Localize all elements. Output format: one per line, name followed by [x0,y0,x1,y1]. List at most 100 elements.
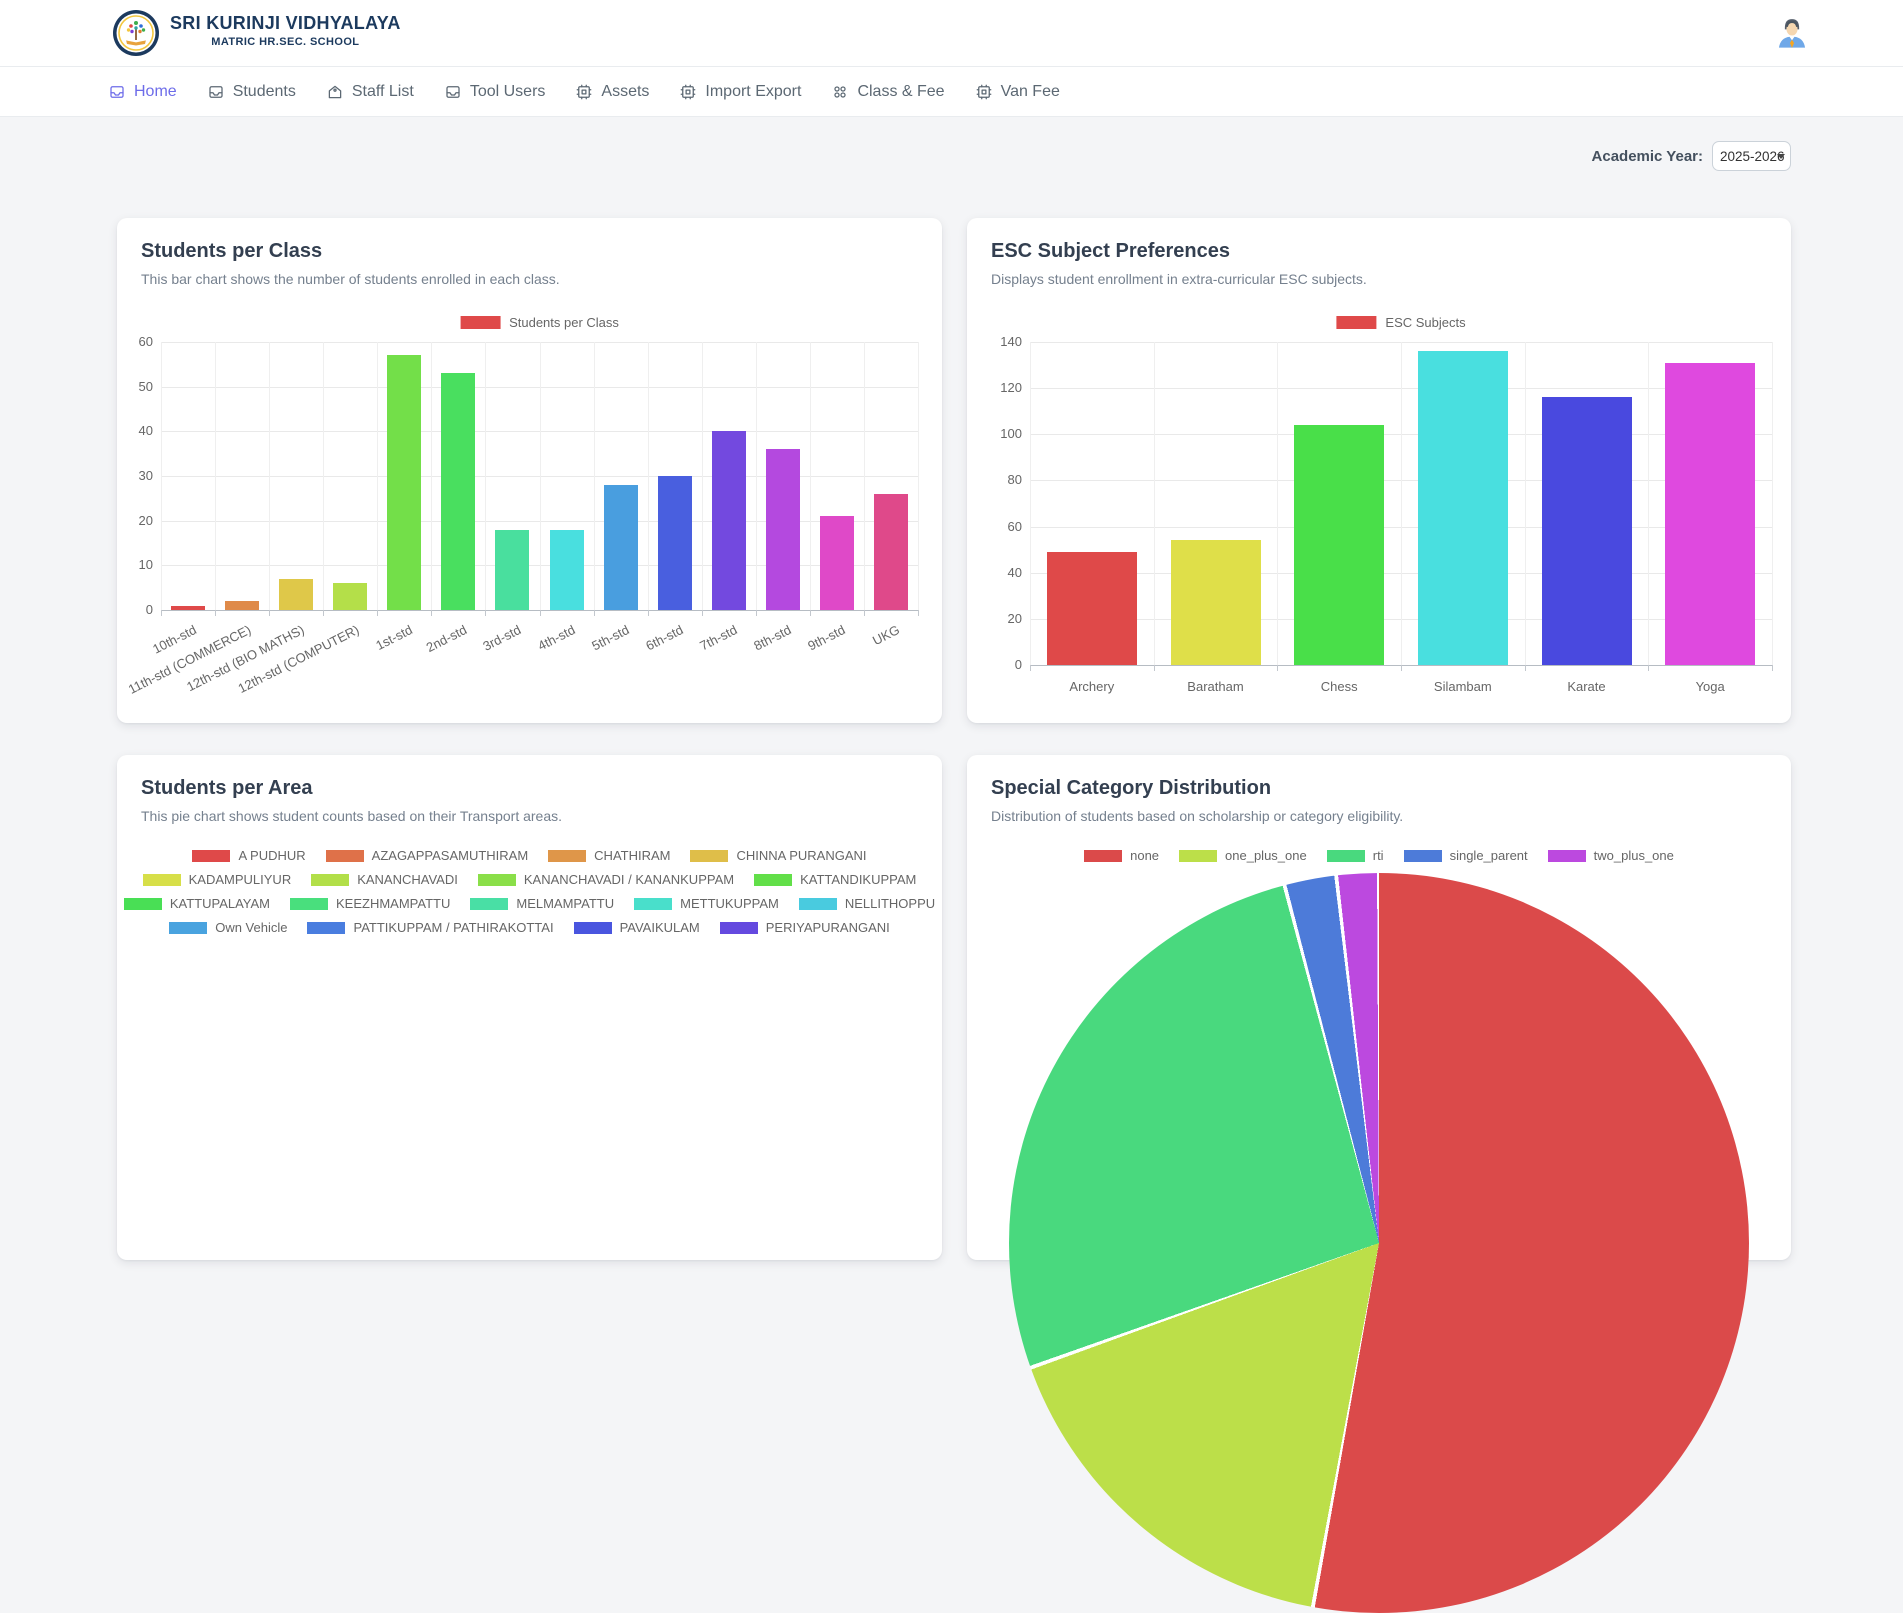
special-category-card: Special Category Distribution Distributi… [967,755,1791,1613]
special-category-pie [1009,873,1749,1613]
legend-swatch [1326,849,1365,862]
bar-12th-std (COMPUTER) [333,583,368,610]
legend-label: Students per Class [509,315,619,330]
x-tick-label-text: 7th-std [697,622,740,654]
nav-item-assets[interactable]: Assets [575,83,649,101]
academic-year-select[interactable]: 2025-2026 [1712,141,1791,171]
y-tick-label: 80 [1007,472,1022,488]
bar-Chess [1294,425,1385,665]
legend-item-one-plus-one[interactable]: one_plus_one [1179,848,1307,863]
legend-item-kananchavadi[interactable]: KANANCHAVADI [311,872,458,887]
legend-item-pattikuppam-pathirakottai[interactable]: PATTIKUPPAM / PATHIRAKOTTAI [307,920,554,935]
y-tick-label: 60 [1007,518,1022,534]
legend-swatch [573,921,612,934]
legend-row: A PUDHUR AZAGAPPASAMUTHIRAM CHATHIRAM CHINN… [192,848,867,863]
bar-3rd-std [495,530,530,610]
legend-item-rti[interactable]: rti [1326,848,1384,863]
x-axis-tick [918,610,919,616]
legend-swatch [719,921,758,934]
legend-item-none[interactable]: none [1084,848,1159,863]
bar-5th-std [603,485,638,610]
legend-item-kattandikuppam[interactable]: KATTANDIKUPPAM [754,872,916,887]
x-tick-label-text: 1st-std [373,622,416,654]
legend-item-own-vehicle[interactable]: Own Vehicle [169,920,287,935]
user-avatar[interactable] [1773,12,1811,50]
x-axis-tick [809,610,811,616]
inbox-icon [444,83,462,101]
chart-legend[interactable]: ESC Subjects [1336,315,1466,330]
students-per-class-card: Students per Class This bar chart shows … [117,218,942,723]
nav-item-home[interactable]: Home [108,83,177,101]
card-title: ESC Subject Preferences [991,240,1230,262]
x-axis-tick [323,610,325,616]
nav-item-import-export[interactable]: Import Export [679,83,801,101]
nav-item-label: Students [232,82,296,100]
legend-swatch [290,897,329,910]
x-axis-tick [161,610,162,616]
legend-item-keezhmampattu[interactable]: KEEZHMAMPATTU [290,896,450,911]
x-tick-label: Archery [1069,679,1115,694]
x-gridline [1648,342,1650,665]
nav-item-label: Staff List [351,82,414,100]
x-axis-tick [269,610,271,616]
legend-label: METTUKUPPAM [680,896,779,911]
nav-item-label: Tool Users [469,82,546,100]
legend-item-nellithoppu[interactable]: NELLITHOPPU [798,896,935,911]
x-gridline [377,342,379,610]
legend-item-a-pudhur[interactable]: A PUDHUR [192,848,306,863]
chart-legend[interactable]: Students per Class [460,315,619,330]
nav-item-students[interactable]: Students [207,83,296,101]
x-gridline [269,342,271,610]
nav-item-staff-list[interactable]: Staff List [326,83,414,101]
school-logo-icon [112,9,160,57]
card-subtitle: Displays student enrollment in extra-cur… [991,271,1367,287]
legend-item-melmampattu[interactable]: MELMAMPATTU [470,896,614,911]
nav-item-class-fee[interactable]: Class & Fee [831,83,945,101]
legend-item-two-plus-one[interactable]: two_plus_one [1547,848,1674,863]
legend-item-mettukuppam[interactable]: METTUKUPPAM [634,896,779,911]
legend-item-pavaikulam[interactable]: PAVAIKULAM [573,920,700,935]
legend-label: two_plus_one [1593,848,1674,863]
home-icon [326,83,344,101]
x-gridline [539,342,541,610]
x-axis-tick [1277,665,1279,671]
x-gridline [1030,342,1031,665]
legend-item-periyapurangani[interactable]: PERIYAPURANGANI [719,920,890,935]
legend-item-chathiram[interactable]: CHATHIRAM [548,848,670,863]
nav-item-label: Import Export [705,82,802,100]
y-tick-label: 10 [138,557,153,573]
legend-swatch [192,849,231,862]
bar-4th-std [549,530,584,610]
special-pie-legend: none one_plus_one rti single_parent two_plus… [967,848,1791,863]
legend-item-azagappasamuthiram[interactable]: AZAGAPPASAMUTHIRAM [325,848,528,863]
x-axis-tick [701,610,703,616]
card-title: Students per Class [141,240,323,262]
legend-label: ESC Subjects [1385,315,1466,330]
x-gridline [215,342,217,610]
card-subtitle: Distribution of students based on schola… [991,808,1404,824]
y-tick-label: 40 [1007,564,1022,580]
legend-item-kattupalayam[interactable]: KATTUPALAYAM [123,896,270,911]
card-subtitle: This bar chart shows the number of stude… [141,271,560,287]
legend-label: KEEZHMAMPATTU [336,896,451,911]
x-gridline [323,342,325,610]
x-axis-tick [431,610,433,616]
x-axis-tick [485,610,487,616]
legend-swatch [477,873,516,886]
bar-1st-std [387,355,422,610]
app-header: SRI KURINJI VIDHYALAYA MATRIC HR.SEC. SC… [0,0,1903,67]
x-axis-tick [377,610,379,616]
x-tick-label-text: 6th-std [643,622,686,654]
x-axis-tick [1401,665,1402,671]
y-tick-label: 20 [138,512,153,528]
nav-item-van-fee[interactable]: Van Fee [975,83,1060,101]
legend-item-kananchavadi-kanankuppam[interactable]: KANANCHAVADI / KANANKUPPAM [477,872,734,887]
legend-item-chinna-purangani[interactable]: CHINNA PURANGANI [690,848,867,863]
legend-item-kadampuliyur[interactable]: KADAMPULIYUR [142,872,291,887]
esc-subject-preferences-card: ESC Subject Preferences Displays student… [967,218,1791,723]
nav-item-label: Home [134,82,177,100]
legend-item-single-parent[interactable]: single_parent [1403,848,1528,863]
bar-6th-std [657,476,692,610]
nav-item-tool-users[interactable]: Tool Users [444,82,546,101]
x-tick-label-text: 5th-std [589,622,632,654]
